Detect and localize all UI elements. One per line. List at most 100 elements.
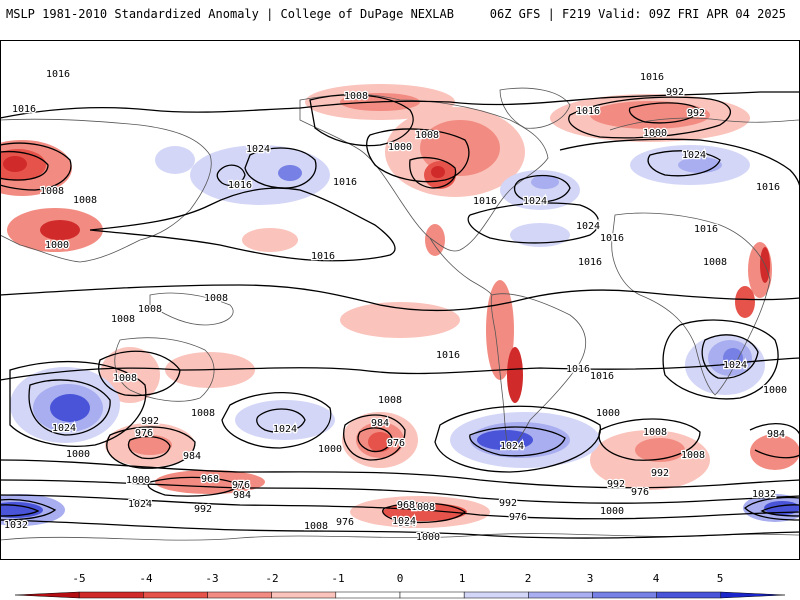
isobar-label: 1008 bbox=[304, 521, 328, 532]
isobar-label: 1016 bbox=[576, 106, 600, 117]
isobar-1000-south-pacific-low bbox=[343, 414, 406, 461]
isobar-label: 1008 bbox=[703, 257, 727, 268]
isobar-label: 1016 bbox=[311, 251, 335, 262]
colorbar-tick-label: -4 bbox=[139, 572, 153, 585]
coast-se-asia-islands bbox=[149, 292, 234, 326]
isobar-lines bbox=[0, 91, 800, 539]
isobar-label: 1008 bbox=[411, 502, 435, 513]
colorbar-tick-label: 1 bbox=[459, 572, 466, 585]
isobar-1024-pacific bbox=[244, 147, 317, 189]
isobar-label: 1008 bbox=[191, 408, 215, 419]
anomaly-siberia-low-center bbox=[3, 156, 27, 172]
coast-south-america bbox=[490, 293, 587, 451]
isobar-label: 1008 bbox=[344, 91, 368, 102]
colorbar-swatch bbox=[14, 591, 80, 599]
isobar-label: 1016 bbox=[578, 257, 602, 268]
isobar-1000-siberia bbox=[0, 150, 49, 181]
isobar-label: 976 bbox=[336, 517, 354, 528]
isobar-992-southern-ocean-west bbox=[106, 426, 196, 469]
isobar-label: 1016 bbox=[333, 177, 357, 188]
colorbar-swatch bbox=[335, 591, 401, 599]
colorbar-swatch bbox=[143, 591, 208, 599]
colorbar: -5 -4 -3 -2 -1 0 1 2 3 4 5 bbox=[14, 572, 786, 599]
isobar-label: 1024 bbox=[246, 144, 270, 155]
anomaly-north-pacific-high-core bbox=[278, 165, 302, 181]
isobar-label: 1016 bbox=[436, 350, 460, 361]
isobar-label: 1016 bbox=[694, 224, 718, 235]
colorbar-tick-label: 0 bbox=[397, 572, 404, 585]
isobar-label: 1016 bbox=[566, 364, 590, 375]
isobar-992-atlantic-arctic bbox=[628, 102, 701, 124]
isobar-1016-south-pacific bbox=[221, 391, 332, 449]
isobar-label: 1016 bbox=[473, 196, 497, 207]
isobar-label: 992 bbox=[141, 416, 159, 427]
anomaly-gulf-trough bbox=[425, 224, 445, 256]
isobar-label: 1032 bbox=[4, 520, 28, 531]
isobar-label: 976 bbox=[232, 480, 250, 491]
anomaly-south-america-west-core bbox=[507, 347, 523, 403]
isobar-label: 1000 bbox=[45, 240, 69, 251]
isobar-1008-australia bbox=[98, 350, 181, 397]
isobar-1008-southern-ocean-east bbox=[598, 418, 701, 461]
isobar-984-southern-belt bbox=[0, 479, 800, 504]
isobar-1024-atlantic bbox=[513, 174, 571, 203]
isobar-1016-indian-ocean bbox=[9, 360, 147, 447]
isobar-label: 1008 bbox=[113, 373, 137, 384]
isobar-label: 1000 bbox=[126, 475, 150, 486]
anomaly-southern-ocean-far-east bbox=[750, 434, 800, 470]
isobar-label: 984 bbox=[767, 429, 785, 440]
isobar-label: 968 bbox=[201, 474, 219, 485]
isobar-1024-antarctic-east bbox=[744, 496, 800, 521]
isobar-label: 1024 bbox=[500, 441, 524, 452]
anomaly-antarctic-pacific-core bbox=[383, 503, 467, 521]
isobar-1024-drake-passage bbox=[469, 426, 566, 457]
colorbar-swatch bbox=[399, 591, 465, 599]
isobar-1008-antarctic bbox=[0, 519, 800, 539]
colorbar-swatch bbox=[528, 591, 593, 599]
isobar-label: 1000 bbox=[416, 532, 440, 543]
anomaly-north-pacific-high bbox=[190, 145, 330, 205]
anomaly-india-core bbox=[40, 220, 80, 240]
anomaly-mid-atlantic-high bbox=[510, 223, 570, 247]
isobar-1016-mid bbox=[0, 284, 800, 312]
isobar-1016-africa bbox=[662, 319, 779, 400]
anomaly-shading bbox=[0, 84, 800, 528]
anomaly-asia-small-high bbox=[155, 146, 195, 174]
anomaly-antarctic-high-west-core bbox=[0, 502, 43, 518]
isobar-984-south-pacific-low bbox=[357, 427, 393, 453]
isobar-label: 1016 bbox=[590, 371, 614, 382]
isobar-1016-southern bbox=[0, 357, 800, 381]
colorbar-tick-label: 2 bbox=[525, 572, 532, 585]
isobar-label: 1008 bbox=[643, 427, 667, 438]
isobar-label: 1008 bbox=[681, 450, 705, 461]
isobar-label: 1000 bbox=[763, 385, 787, 396]
anomaly-indian-ocean-high-core bbox=[50, 394, 90, 422]
anomaly-north-atlantic-high-core bbox=[531, 175, 559, 189]
isobar-label: 992 bbox=[666, 87, 684, 98]
isobar-1016-europe bbox=[559, 138, 800, 189]
colorbar-swatches bbox=[14, 591, 786, 599]
isobar-label: 1016 bbox=[228, 180, 252, 191]
anomaly-south-pacific-high bbox=[235, 400, 335, 440]
isobar-label: 1008 bbox=[415, 130, 439, 141]
anomaly-tropical-pacific bbox=[340, 302, 460, 338]
map-title: MSLP 1981-2010 Standardized Anomaly | Co… bbox=[6, 7, 454, 21]
isobar-label: 1008 bbox=[40, 186, 64, 197]
isobar-label: 1008 bbox=[204, 293, 228, 304]
isobar-1008-siberia bbox=[0, 142, 72, 191]
isobar-1024-antarctic-west bbox=[0, 498, 57, 521]
isobar-1024-africa bbox=[701, 334, 759, 379]
coast-north-america bbox=[299, 93, 549, 252]
colorbar-swatch bbox=[656, 591, 722, 599]
isobar-label: 1024 bbox=[523, 196, 547, 207]
isobar-label: 992 bbox=[194, 504, 212, 515]
anomaly-subtropical-pacific bbox=[242, 228, 298, 252]
anomaly-south-america-west bbox=[486, 280, 514, 380]
isobar-label: 984 bbox=[183, 451, 201, 462]
isobar-1032-antarctic-east bbox=[760, 504, 800, 517]
isobar-1000-southern-belt bbox=[0, 459, 800, 489]
isobar-968-antarctic bbox=[147, 476, 242, 497]
colorbar-swatch bbox=[463, 591, 529, 599]
anomaly-arabia bbox=[735, 286, 755, 318]
